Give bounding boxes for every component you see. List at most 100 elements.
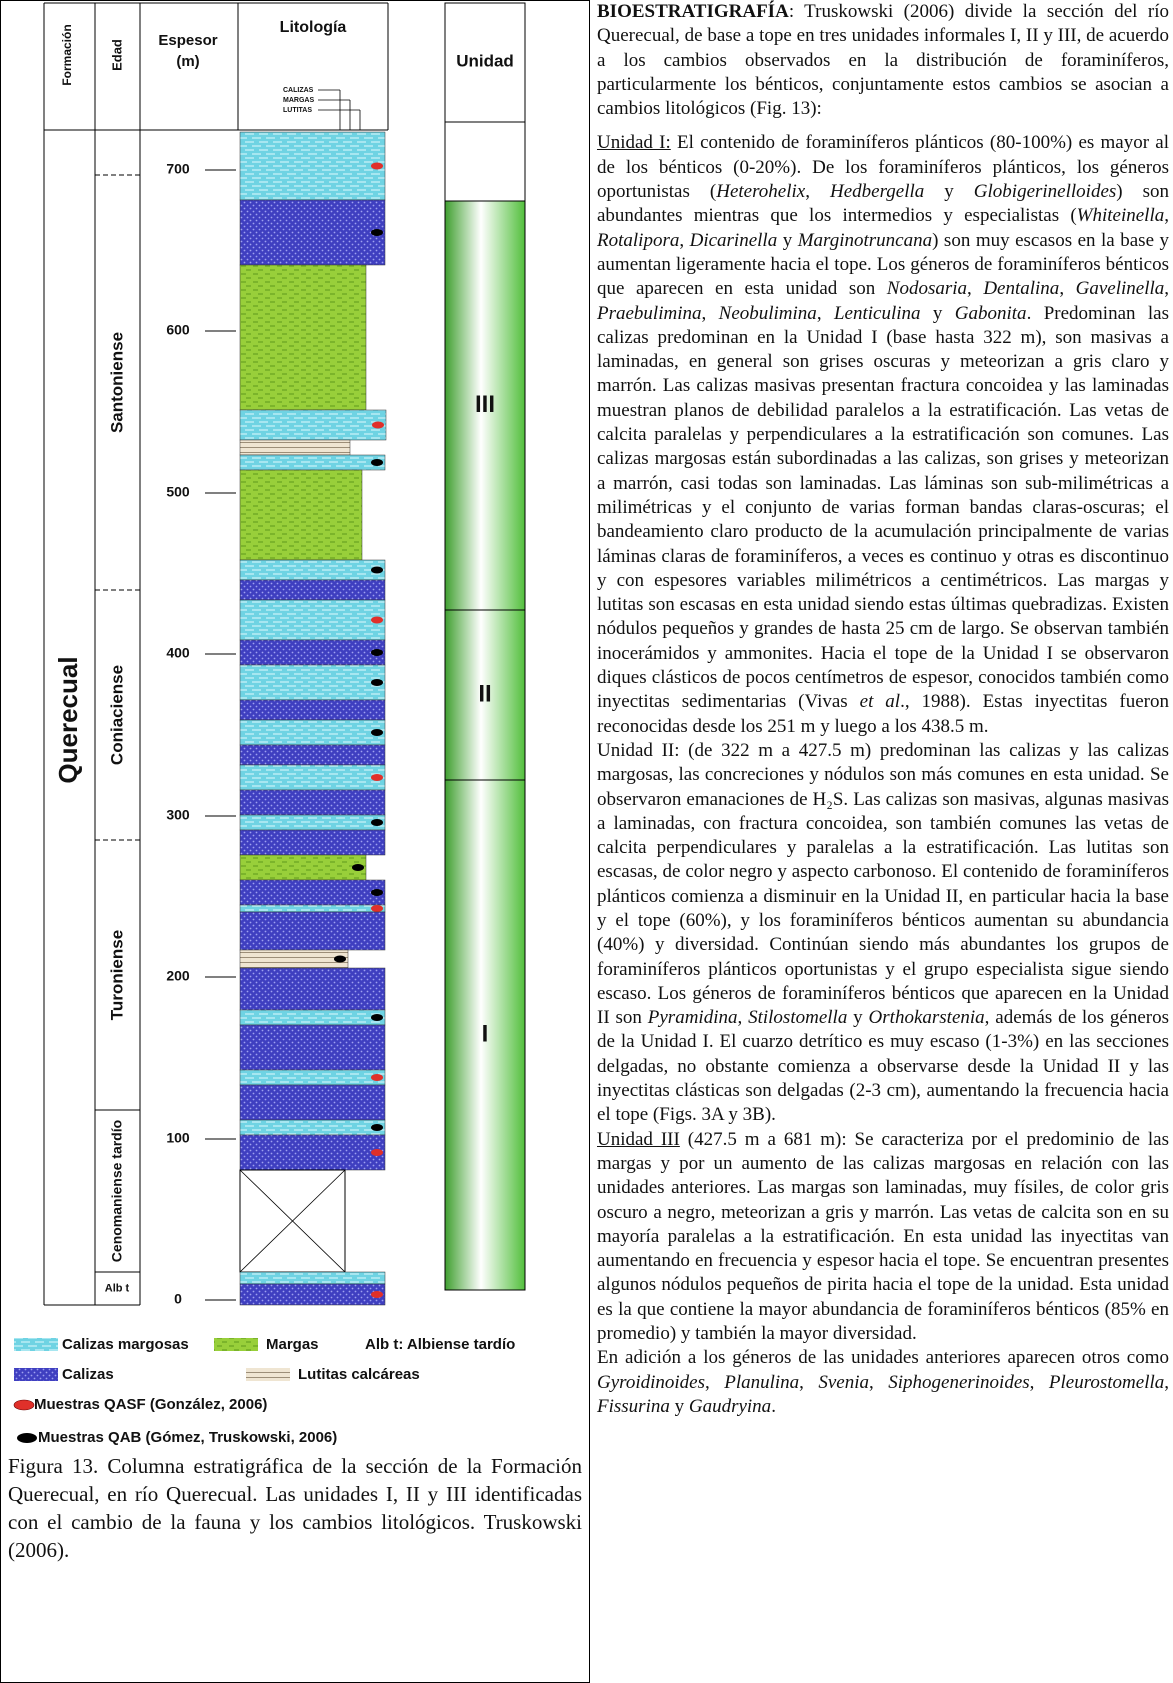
sample-dot — [372, 421, 384, 429]
genus: Planulina — [724, 1371, 800, 1393]
sample-dot — [371, 679, 383, 686]
text-run: , — [679, 229, 690, 251]
genus: Praebulimina — [597, 302, 702, 324]
unit-header — [444, 2, 526, 202]
lithology-layer — [239, 264, 367, 411]
sample-dot — [371, 1014, 383, 1021]
genus: Pleurostomella — [1048, 1371, 1165, 1393]
text-run: . — [771, 1395, 776, 1417]
text-run: (427.5 m a 681 m): Se caracteriza por el… — [597, 1128, 1169, 1345]
paragraph: BIOESTRATIGRAFÍA: Truskowski (2006) divi… — [597, 0, 1169, 121]
text-run: El contenido de foraminíferos plánticos … — [597, 132, 1169, 203]
lithology-layer — [239, 1271, 386, 1285]
text-run: y — [847, 1007, 869, 1029]
legend-swatch — [246, 1368, 290, 1381]
legend-label: Muestras QAB (Gómez, Truskowski, 2006) — [38, 1429, 337, 1446]
text-run: , — [805, 181, 830, 203]
stratigraphic-figure: Formación Edad Espesor (m) Litología CALIZAS M… — [0, 0, 590, 1683]
legend-label: Calizas margosas — [62, 1336, 189, 1353]
paragraph: Unidad II: (de 322 m a 427.5 m) predomin… — [597, 739, 1169, 1128]
sample-dot — [334, 955, 346, 963]
text-run: , — [1164, 1371, 1170, 1393]
legend-label: Muestras QASF (González, 2006) — [34, 1396, 267, 1413]
age-label: Coniaciense — [107, 665, 126, 765]
thickness-label: 600 — [166, 322, 190, 338]
header-unit: Unidad — [456, 51, 514, 70]
age-label: Cenomaniense tardío — [109, 1120, 125, 1262]
legend-swatch — [17, 1433, 37, 1443]
paragraph: Unidad I: El contenido de foraminíferos … — [597, 131, 1169, 738]
genus: Gyroidinoides — [597, 1371, 706, 1393]
lithology-key: LUTITAS — [283, 107, 312, 114]
legend-label: Lutitas calcáreas — [298, 1366, 420, 1383]
lithology-layer — [239, 764, 386, 791]
genus: Lenticulina — [833, 302, 921, 324]
sample-dot — [371, 229, 383, 236]
text-run: , — [816, 302, 834, 324]
lithology-layer — [239, 744, 386, 766]
lithology-layer — [239, 599, 386, 641]
genus: Gaudryina — [688, 1395, 772, 1417]
header-age: Edad — [109, 39, 124, 71]
text-run: , — [1029, 1371, 1049, 1393]
genus: Hedbergella — [829, 181, 925, 203]
text-run: y — [924, 181, 974, 203]
lithology-layer — [239, 469, 363, 561]
lithology-layer — [239, 949, 349, 969]
legend-swatch — [214, 1338, 258, 1351]
lithology-layer — [239, 1069, 386, 1086]
sample-dot — [371, 566, 383, 574]
legend-label: Calizas — [62, 1366, 114, 1383]
legend-swatch — [14, 1368, 58, 1381]
lithology-layer — [239, 454, 386, 471]
genus: Neobulimina — [718, 302, 817, 324]
genus: Globigerinelloides — [973, 181, 1117, 203]
legend-swatch — [14, 1338, 58, 1351]
text-run: , — [1164, 278, 1169, 300]
legend-label: Alb t: Albiense tardío — [365, 1336, 515, 1353]
genus: Stilostomella — [748, 1007, 848, 1029]
text-run: , además de los géneros de la Unidad I. … — [597, 1007, 1169, 1126]
text-run: , — [799, 1371, 819, 1393]
unit-heading: Unidad I: — [597, 132, 671, 154]
text-run: y — [669, 1395, 689, 1417]
genus: Gavelinella — [1075, 278, 1165, 300]
lithology-layer — [239, 904, 386, 913]
text-run: , — [1164, 205, 1169, 227]
sample-dot — [371, 905, 383, 912]
lithology-layer — [239, 829, 386, 856]
genus: Marginotruncana — [797, 229, 933, 251]
sample-dot — [371, 774, 383, 781]
genus: Dentalina — [983, 278, 1060, 300]
lithology-layer — [239, 1283, 386, 1306]
heading: BIOESTRATIGRAFÍA — [597, 1, 789, 22]
sample-dot — [371, 729, 383, 736]
lithology-layer — [239, 719, 386, 746]
lithology-key: MARGAS — [283, 97, 314, 104]
figure-caption: Figura 13. Columna estratigráfica de la … — [8, 1454, 582, 1562]
genus: Svenia — [818, 1371, 870, 1393]
text-run: y — [777, 229, 798, 251]
legend-swatch — [13, 1399, 35, 1411]
lithology-layer — [239, 439, 351, 456]
genus: Dicarinella — [689, 229, 778, 251]
legend-label: Margas — [266, 1336, 319, 1353]
genus: Fissurina — [597, 1395, 670, 1417]
text-run: , — [869, 1371, 889, 1393]
text-run: . Predominan las calizas predominan en l… — [597, 302, 1170, 713]
sample-dot — [371, 459, 383, 466]
header-thickness-unit: (m) — [176, 53, 199, 70]
age-label: Turoniense — [107, 930, 126, 1020]
thickness-label: 200 — [166, 968, 190, 984]
lithology-layer — [239, 559, 386, 581]
lithology-layer — [239, 409, 387, 441]
lithology-layer — [239, 131, 386, 201]
lithology-layer — [239, 854, 367, 881]
sample-dot — [371, 819, 383, 826]
text-run: , — [1059, 278, 1076, 300]
lithology-layer — [239, 579, 386, 601]
sample-dot — [371, 889, 383, 896]
sample-dot — [371, 1124, 383, 1131]
genus: Siphogenerinoides — [888, 1371, 1030, 1393]
